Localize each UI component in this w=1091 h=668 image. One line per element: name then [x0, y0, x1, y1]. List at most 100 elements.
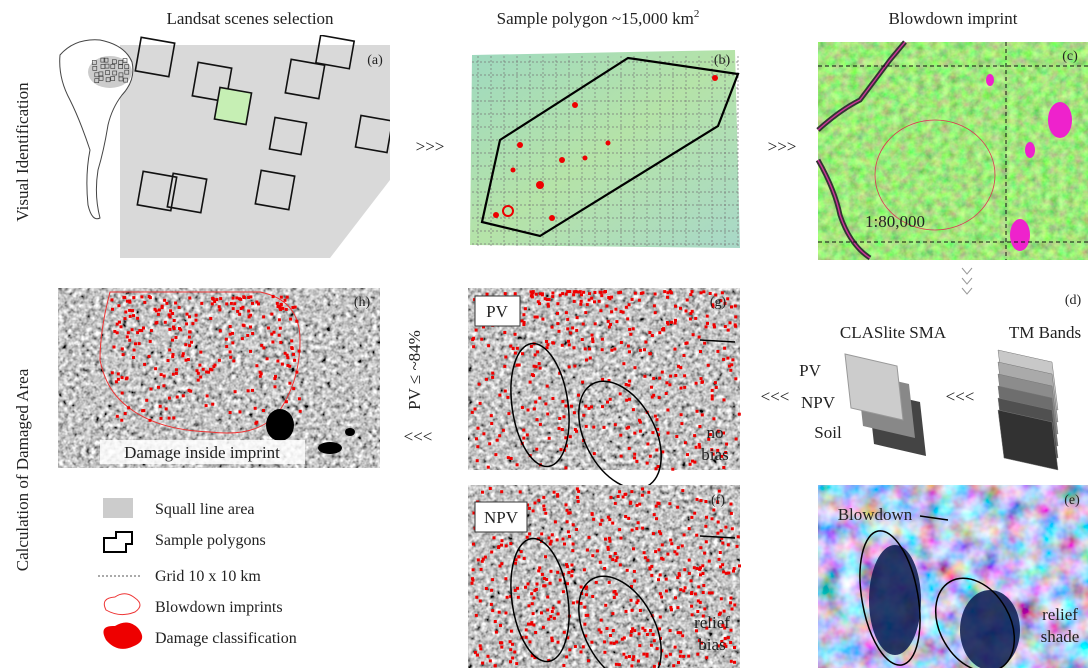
damage-pixel [178, 306, 181, 309]
damage-pixel [603, 640, 606, 643]
damage-pixel [561, 400, 564, 403]
damage-pixel [695, 382, 698, 385]
damage-pixel [487, 655, 490, 658]
damage-pixel [538, 397, 541, 400]
corner-note: shade [1041, 627, 1080, 646]
damage-pixel [225, 338, 228, 341]
damage-pixel [519, 490, 522, 493]
damage-pixel [240, 307, 243, 310]
damage-pixel [476, 654, 479, 657]
damage-pixel [656, 418, 659, 421]
damage-pixel [279, 327, 282, 330]
damage-pixel [648, 567, 651, 570]
damage-pixel [638, 503, 641, 506]
damage-pixel [498, 434, 501, 437]
legend-label: Sample polygons [155, 532, 266, 549]
damage-pixel [625, 656, 628, 659]
damage-pixel [571, 326, 574, 329]
damage-pixel [599, 523, 602, 526]
damage-pixel [683, 386, 686, 389]
damage-pixel [233, 302, 236, 305]
damage-pixel [601, 405, 604, 408]
damage-pixel [171, 355, 174, 358]
damage-pixel [563, 415, 566, 418]
sma-title: CLASlite SMA [840, 323, 947, 342]
damage-pixel [556, 322, 559, 325]
damage-pixel [284, 299, 287, 302]
damage-pixel [666, 296, 669, 299]
damage-pixel [292, 353, 295, 356]
damage-pixel [662, 558, 665, 561]
damage-pixel [219, 329, 222, 332]
damage-pixel [654, 311, 657, 314]
damage-pixel [295, 371, 298, 374]
damage-pixel [730, 597, 733, 600]
title-text: Sample polygon ~15,000 km [497, 9, 694, 28]
damage-pixel [641, 488, 644, 491]
damage-pixel [631, 609, 634, 612]
damage-pixel [175, 368, 178, 371]
row-label: Calculation of Damaged Area [13, 368, 32, 571]
legend-label: Blowdown imprints [155, 599, 283, 616]
damage-pixel [571, 570, 574, 573]
damage-pixel [617, 291, 620, 294]
damage-pixel [160, 417, 163, 420]
corner-note: bias [698, 635, 725, 654]
damage-pixel [272, 295, 275, 298]
damage-pixel [620, 455, 623, 458]
damage-pixel [588, 347, 591, 350]
damage-pixel [471, 582, 474, 585]
damage-pixel [625, 399, 628, 402]
damage-pixel [665, 381, 668, 384]
damage-pixel [580, 586, 583, 589]
damage-pixel [528, 507, 531, 510]
damage-pixel [573, 346, 576, 349]
damage-pixel [658, 377, 661, 380]
damage-pixel [274, 385, 277, 388]
damage-pixel [695, 534, 698, 537]
damage-pixel [734, 315, 737, 318]
damage-pixel [251, 389, 254, 392]
damage-pixel [610, 349, 613, 352]
damage-pixel [669, 539, 672, 542]
damage-pixel [486, 293, 489, 296]
damage-pixel [559, 579, 562, 582]
damage-pixel [132, 356, 135, 359]
damage-pixel [509, 640, 512, 643]
damage-pixel [548, 536, 551, 539]
damage-pixel [476, 459, 479, 462]
damage-pixel [569, 435, 572, 438]
damage-pixel [638, 419, 641, 422]
damage-pixel [600, 519, 603, 522]
damage-pixel [641, 527, 644, 530]
damage-pixel [630, 630, 633, 633]
damage-pixel [628, 655, 631, 658]
damage-pixel [531, 602, 534, 605]
damage-pixel [628, 380, 631, 383]
damage-pixel [218, 308, 221, 311]
damage-pixel [157, 386, 160, 389]
damage-pixel [556, 495, 559, 498]
damage-pixel [572, 523, 575, 526]
damage-pixel [600, 294, 603, 297]
damage-pixel [610, 642, 613, 645]
damage-pixel [598, 300, 601, 303]
damage-pixel [681, 489, 684, 492]
damage-pixel [128, 339, 131, 342]
damage-pixel [477, 558, 480, 561]
damage-pixel [514, 562, 517, 565]
damage-pixel [161, 305, 164, 308]
damage-pixel [651, 334, 654, 337]
damage-pixel [696, 567, 699, 570]
damage-pixel [693, 512, 696, 515]
damage-pixel [122, 353, 125, 356]
damage-pixel [604, 604, 607, 607]
damage-pixel [608, 537, 611, 540]
damage-pixel [577, 490, 580, 493]
damage-pixel [532, 374, 535, 377]
damage-pixel [668, 502, 671, 505]
damage-pixel [600, 619, 603, 622]
damage-pixel [723, 398, 726, 401]
damage-pixel [706, 322, 709, 325]
panel-b: (b) [470, 50, 740, 248]
